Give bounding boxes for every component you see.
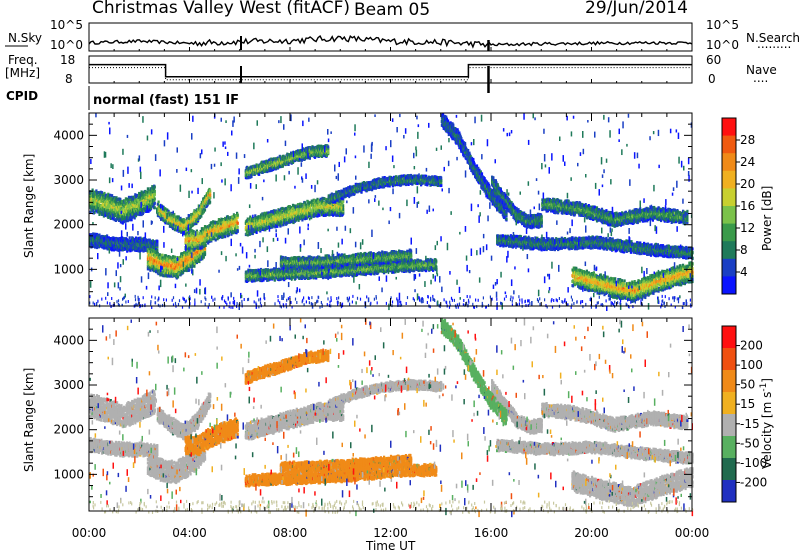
heatmap-cell (161, 254, 163, 257)
heatmap-cell (154, 186, 156, 189)
freq-tick-top: 18 (60, 53, 75, 67)
nave-tick-bottom: 0 (708, 72, 716, 86)
nsky-series-line (89, 36, 692, 47)
heatmap-cell (111, 194, 113, 197)
heatmap-cell (200, 215, 202, 218)
nsearch-tick-bottom: 10^0 (706, 38, 739, 52)
heatmap-cell (209, 194, 211, 197)
heatmap-cell (156, 240, 158, 243)
heatmap-cell (204, 209, 206, 212)
heatmap-cell (237, 222, 239, 225)
heatmap-cell (210, 221, 212, 224)
heatmap-cell (205, 244, 207, 247)
nsky-tick-top: 10^5 (50, 18, 83, 32)
nave-step-line (89, 68, 692, 80)
heatmap-cell (237, 229, 239, 232)
nsky-panel: N.Sky 10^5 10^0 10^5 10^0 N.Search .....… (5, 18, 800, 52)
heatmap-cell (149, 247, 151, 250)
heatmap-cell (201, 227, 203, 230)
heatmap-cell (188, 268, 190, 271)
radar-summary-plot: Christmas Valley West (fitACF) Beam 05 2… (0, 0, 800, 554)
heatmap-cell (224, 235, 226, 238)
heatmap-cell (310, 208, 312, 211)
heatmap-cell (129, 236, 131, 239)
beam-label: Beam 05 (354, 0, 430, 20)
heatmap-cell (156, 244, 158, 247)
freq-step-line (89, 65, 692, 77)
cpid-text: normal (fast) 151 IF (93, 93, 239, 108)
heatmap-cell (154, 206, 156, 209)
heatmap-cell (237, 226, 239, 229)
heatmap-cell (172, 227, 174, 230)
heatmap-cell (256, 231, 258, 234)
heatmap-cell (193, 265, 195, 268)
heatmap-cell (150, 207, 152, 210)
heatmap-cell (158, 201, 160, 204)
nsky-frame (89, 23, 692, 51)
cpid-label: CPID (6, 89, 38, 103)
station-title: Christmas Valley West (fitACF) (92, 0, 350, 18)
heatmap-cell (93, 191, 95, 194)
nsky-tick-bottom: 10^0 (50, 38, 83, 52)
heatmap-cell (186, 269, 188, 272)
nave-tick-top: 60 (706, 53, 721, 67)
heatmap-cell (154, 198, 156, 201)
heatmap-cell (237, 214, 239, 217)
nsky-label: N.Sky (8, 31, 42, 45)
heatmap-cell (154, 202, 156, 205)
freq-panel: Freq. [MHz] 18 8 60 0 Nave .... (5, 53, 777, 93)
heatmap-cell (228, 232, 230, 235)
heatmap-cell (196, 231, 198, 234)
power-heatmap (89, 113, 694, 311)
freq-series (89, 65, 692, 93)
heatmap-cell (209, 189, 211, 192)
nsearch-tick-top: 10^5 (706, 18, 739, 32)
freq-label-1: Freq. (8, 53, 38, 67)
heatmap-cell (154, 190, 156, 193)
heatmap-cell (318, 214, 320, 217)
nave-legend-dots: .... (753, 71, 768, 85)
date-label: 29/Jun/2014 (585, 0, 688, 18)
heatmap-cell (154, 193, 156, 196)
freq-label-2: [MHz] (5, 66, 40, 80)
heatmap-cell (209, 201, 211, 204)
heatmap-cell (215, 239, 217, 242)
freq-tick-bottom: 8 (65, 72, 73, 86)
freq-frame (89, 56, 692, 83)
nsearch-legend-dots: ......... (757, 37, 791, 51)
